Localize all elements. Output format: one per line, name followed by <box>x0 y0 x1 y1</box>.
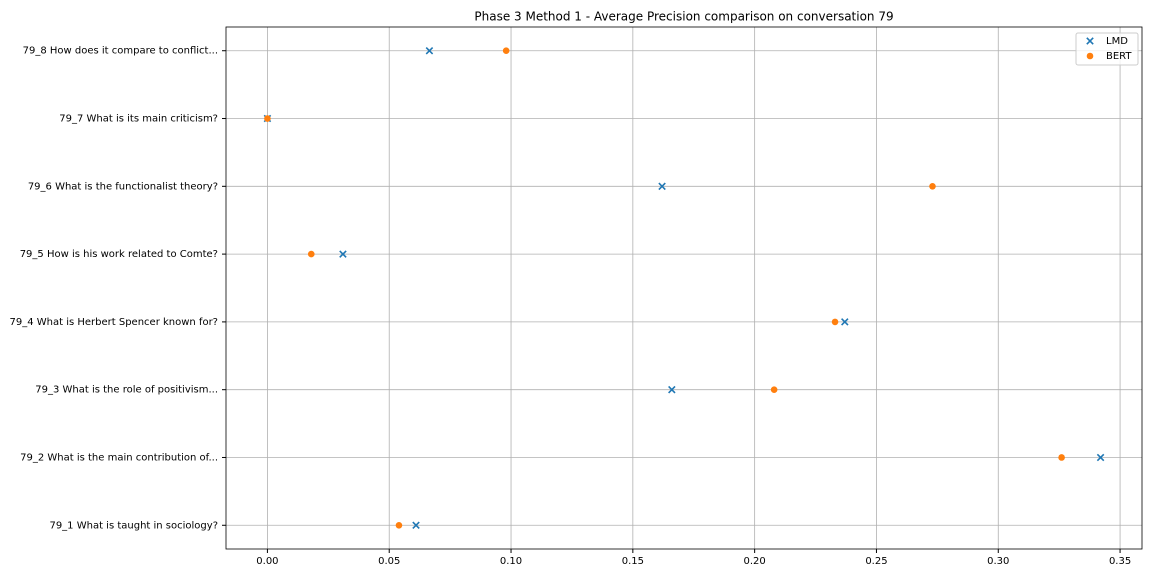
data-point <box>395 521 403 529</box>
data-point <box>264 115 271 122</box>
data-point <box>658 182 666 191</box>
x-tick-label: 0.30 <box>987 556 1009 567</box>
chart-title: Phase 3 Method 1 - Average Precision com… <box>474 10 893 24</box>
x-tick-label: 0.15 <box>622 556 644 567</box>
data-point <box>307 250 315 258</box>
y-tick-label: 79_2 What is the main contribution of... <box>20 452 218 463</box>
plot-frame <box>225 26 1143 550</box>
x-tick-label: 0.25 <box>865 556 887 567</box>
y-tick-label: 79_3 What is the role of positivism... <box>35 385 218 396</box>
x-tick-label: 0.00 <box>256 556 278 567</box>
data-point <box>668 385 676 394</box>
legend-marker <box>1086 52 1094 60</box>
data-point <box>425 46 434 55</box>
x-tick-label: 0.35 <box>1109 556 1131 567</box>
y-tick-label: 79_8 How does it compare to conflict... <box>23 46 218 57</box>
data-point <box>831 318 839 326</box>
y-tick-label: 79_7 What is its main criticism? <box>59 114 218 125</box>
y-tick-label: 79_4 What is Herbert Spencer known for? <box>9 317 218 328</box>
legend-label: BERT <box>1106 51 1132 62</box>
y-tick-label: 79_1 What is taught in sociology? <box>49 520 218 531</box>
y-tick-label: 79_5 How is his work related to Comte? <box>20 249 218 260</box>
data-point <box>339 250 347 258</box>
x-tick-label: 0.05 <box>378 556 400 567</box>
legend-marker <box>1086 37 1094 45</box>
x-tick-label: 0.10 <box>500 556 522 567</box>
data-point <box>929 183 936 190</box>
y-tick-label: 79_6 What is the functionalist theory? <box>28 181 218 192</box>
data-point <box>841 318 849 326</box>
data-point <box>770 386 778 393</box>
data-point <box>1096 453 1105 462</box>
data-point <box>412 521 420 530</box>
data-point <box>1058 454 1065 461</box>
data-point <box>502 47 510 55</box>
legend-label: LMD <box>1106 36 1128 47</box>
x-tick-label: 0.20 <box>744 556 766 567</box>
